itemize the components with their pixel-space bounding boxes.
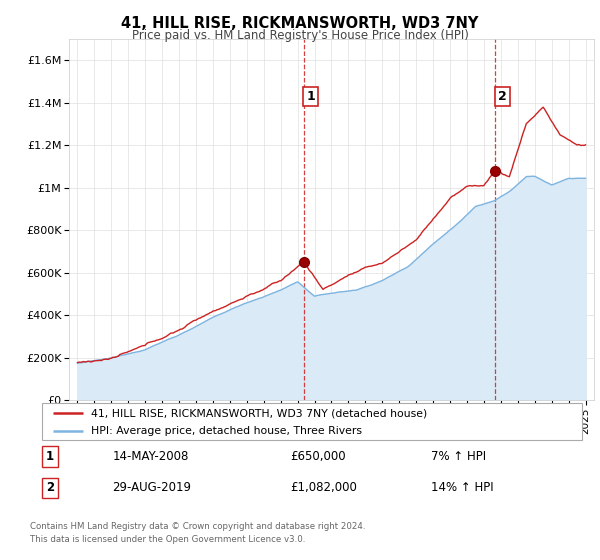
Text: 7% ↑ HPI: 7% ↑ HPI — [431, 450, 486, 463]
Text: 41, HILL RISE, RICKMANSWORTH, WD3 7NY (detached house): 41, HILL RISE, RICKMANSWORTH, WD3 7NY (d… — [91, 408, 427, 418]
Text: 29-AUG-2019: 29-AUG-2019 — [112, 481, 191, 494]
Text: Contains HM Land Registry data © Crown copyright and database right 2024.: Contains HM Land Registry data © Crown c… — [30, 522, 365, 531]
Text: £650,000: £650,000 — [290, 450, 346, 463]
Text: 41, HILL RISE, RICKMANSWORTH, WD3 7NY: 41, HILL RISE, RICKMANSWORTH, WD3 7NY — [121, 16, 479, 31]
Text: 14% ↑ HPI: 14% ↑ HPI — [431, 481, 493, 494]
Text: 2: 2 — [46, 481, 54, 494]
Text: 1: 1 — [46, 450, 54, 463]
Text: HPI: Average price, detached house, Three Rivers: HPI: Average price, detached house, Thre… — [91, 426, 362, 436]
Text: 14-MAY-2008: 14-MAY-2008 — [112, 450, 188, 463]
Text: 1: 1 — [307, 90, 315, 103]
Text: This data is licensed under the Open Government Licence v3.0.: This data is licensed under the Open Gov… — [30, 535, 305, 544]
Text: £1,082,000: £1,082,000 — [290, 481, 357, 494]
FancyBboxPatch shape — [42, 403, 582, 440]
Text: Price paid vs. HM Land Registry's House Price Index (HPI): Price paid vs. HM Land Registry's House … — [131, 29, 469, 42]
Text: 2: 2 — [497, 90, 506, 103]
